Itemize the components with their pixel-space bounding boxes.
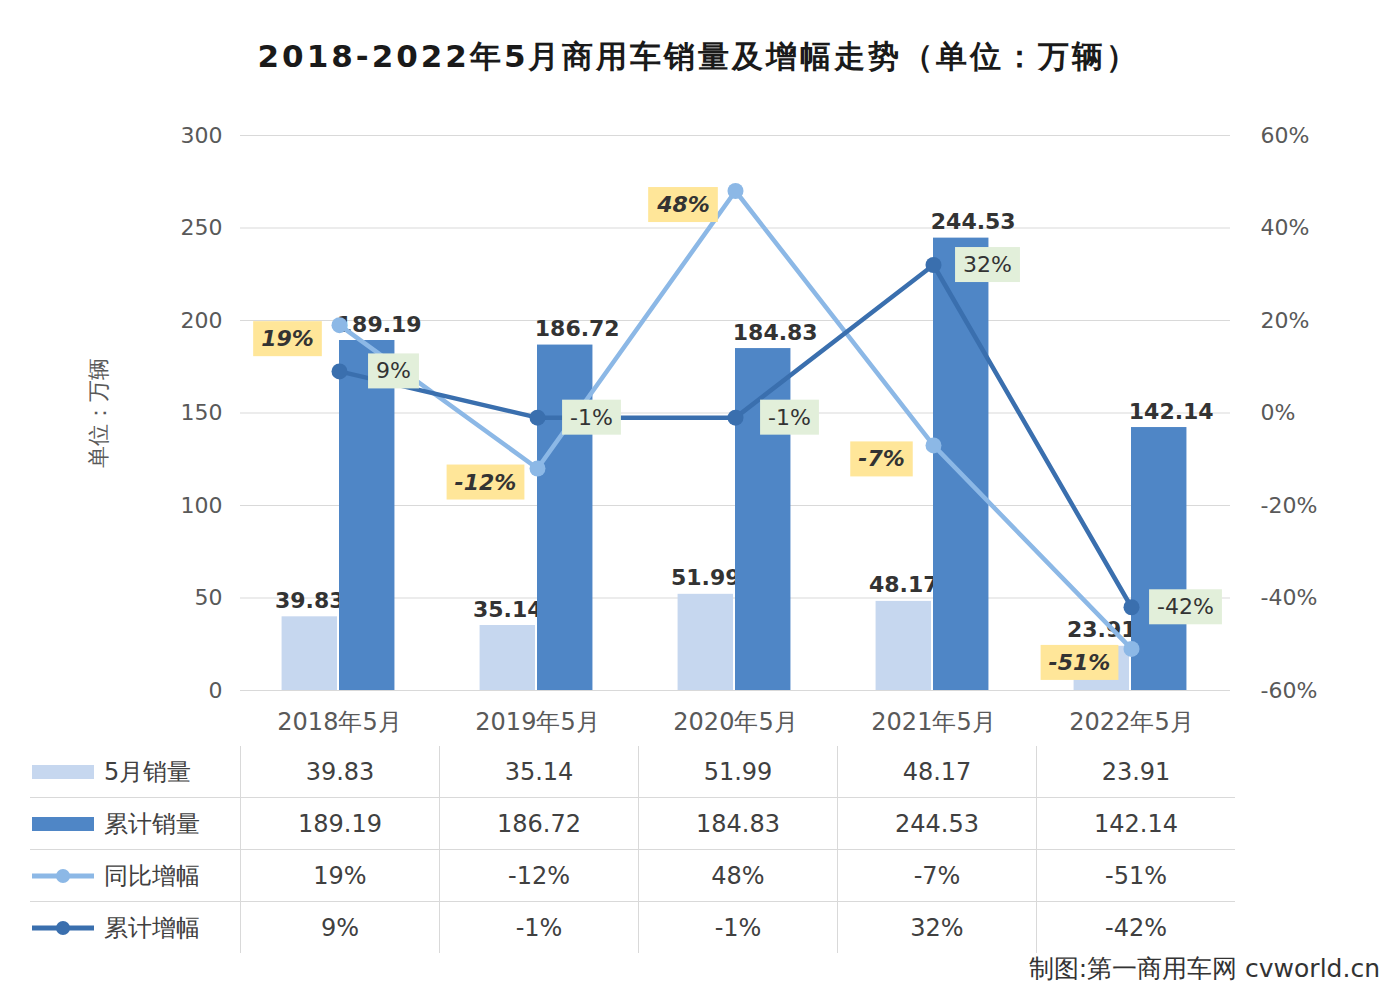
svg-text:60%: 60% [1261,123,1310,148]
html-text:244.53: 244.53 [895,809,979,838]
svg-text:-1%: -1% [570,405,613,430]
html-text:186.72: 186.72 [497,809,581,838]
svg-text:35.14: 35.14 [473,597,543,622]
html-text:9%: 9% [321,913,359,942]
html-text:-1%: -1% [714,913,762,942]
svg-text:244.53: 244.53 [931,209,1016,234]
html-text:48%: 48% [711,861,765,890]
svg-text:250: 250 [181,215,223,240]
svg-text:9%: 9% [376,358,411,383]
svg-text:2018年5月: 2018年5月 [277,708,401,736]
svg-text:50: 50 [195,585,223,610]
svg-text:300: 300 [181,123,223,148]
svg-text:150: 150 [181,400,223,425]
html-text:51.99: 51.99 [703,757,773,786]
svg-text:-51%: -51% [1049,650,1111,675]
html-text:-51%: -51% [1105,861,1167,890]
svg-text:23.91: 23.91 [1067,617,1137,643]
svg-text:189.19: 189.19 [336,311,422,337]
html-text:19%: 19% [313,861,367,890]
svg-text:2022年5月: 2022年5月 [1069,708,1193,736]
svg-text:-7%: -7% [858,446,904,471]
html-text:-7%: -7% [913,861,961,890]
svg-text:100: 100 [181,493,223,518]
html-text:-42%: -42% [1105,913,1167,942]
svg-text:48%: 48% [656,192,710,217]
svg-text:单位：万辆: 单位：万辆 [86,358,111,468]
svg-text:186.72: 186.72 [535,316,620,341]
html-text:累计销量: 累计销量 [104,809,200,838]
svg-text:51.99: 51.99 [671,565,741,590]
svg-text:40%: 40% [1261,215,1310,240]
svg-text:2021年5月: 2021年5月 [871,708,995,736]
html-text:-1%: -1% [515,913,563,942]
svg-text:32%: 32% [963,252,1012,277]
html-text:同比增幅: 同比增幅 [104,861,200,890]
html-text:5月销量: 5月销量 [104,757,192,786]
svg-text:39.83: 39.83 [275,588,345,613]
svg-text:-42%: -42% [1157,594,1214,619]
html-text:32%: 32% [910,913,964,942]
svg-text:20%: 20% [1261,308,1310,333]
svg-text:-40%: -40% [1261,585,1318,610]
html-text:189.19: 189.19 [298,809,382,838]
svg-text:-60%: -60% [1261,678,1318,703]
svg-text:0: 0 [209,678,223,703]
svg-text:-1%: -1% [768,405,811,430]
svg-text:-20%: -20% [1261,493,1318,518]
html-text:184.83: 184.83 [696,809,780,838]
html-text:制图:第一商用车网 cvworld.cn: 制图:第一商用车网 cvworld.cn [1028,954,1380,983]
svg-text:48.17: 48.17 [869,572,939,597]
html-text:累计增幅: 累计增幅 [104,913,200,942]
svg-text:2019年5月: 2019年5月 [475,708,599,736]
svg-text:200: 200 [181,308,223,333]
svg-text:19%: 19% [261,326,314,351]
html-text:23.91: 23.91 [1101,757,1171,786]
html-text:35.14: 35.14 [504,757,574,786]
svg-text:2020年5月: 2020年5月 [673,708,797,736]
svg-text:-12%: -12% [455,470,517,495]
html-text:48.17: 48.17 [902,757,972,786]
svg-text:0%: 0% [1261,400,1296,425]
html-text:-12%: -12% [508,861,570,890]
svg-text:142.14: 142.14 [1129,399,1214,424]
svg-text:184.83: 184.83 [733,320,818,345]
html-text:2018-2022年5月商用车销量及增幅走势（单位：万辆）: 2018-2022年5月商用车销量及增幅走势（单位：万辆） [257,38,1141,74]
html-text:142.14: 142.14 [1094,809,1178,838]
html-text:39.83: 39.83 [305,757,375,786]
